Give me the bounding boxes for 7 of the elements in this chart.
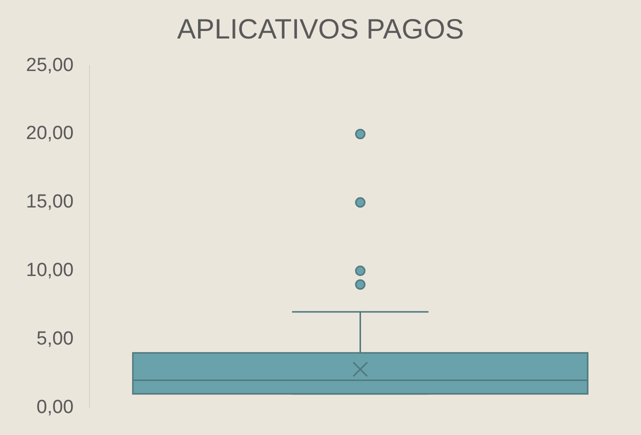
- y-tick-label: 25,00: [26, 54, 74, 76]
- y-tick-label: 0,00: [36, 396, 74, 418]
- y-tick-label: 5,00: [36, 328, 74, 350]
- y-tick-label: 20,00: [26, 123, 74, 144]
- chart-title: APLICATIVOS PAGOS: [177, 14, 464, 45]
- y-tick-label: 15,00: [26, 192, 74, 213]
- y-tick-label: 10,00: [26, 260, 74, 282]
